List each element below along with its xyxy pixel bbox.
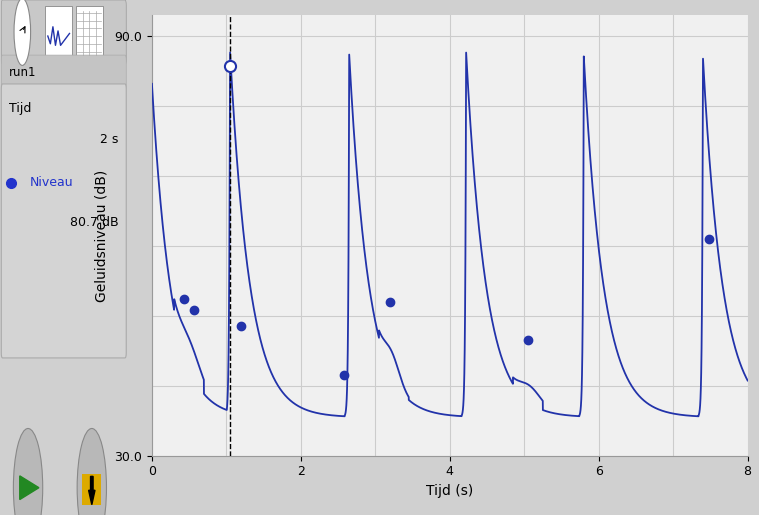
Text: Tijd: Tijd: [9, 101, 31, 115]
FancyBboxPatch shape: [2, 84, 126, 358]
X-axis label: Tijd (s): Tijd (s): [426, 484, 474, 498]
Circle shape: [77, 428, 106, 515]
Text: 80.7 dB: 80.7 dB: [70, 216, 118, 229]
Text: run1: run1: [9, 66, 36, 79]
Y-axis label: Geluidsniveau (dB): Geluidsniveau (dB): [95, 169, 109, 302]
Text: Niveau: Niveau: [30, 176, 73, 190]
FancyBboxPatch shape: [2, 0, 126, 64]
Polygon shape: [89, 476, 95, 505]
FancyBboxPatch shape: [46, 6, 72, 60]
Text: 2 s: 2 s: [100, 132, 118, 146]
Circle shape: [14, 428, 43, 515]
FancyBboxPatch shape: [82, 474, 102, 505]
FancyBboxPatch shape: [2, 55, 126, 90]
Polygon shape: [20, 476, 39, 500]
Circle shape: [14, 0, 30, 65]
FancyBboxPatch shape: [76, 6, 102, 60]
